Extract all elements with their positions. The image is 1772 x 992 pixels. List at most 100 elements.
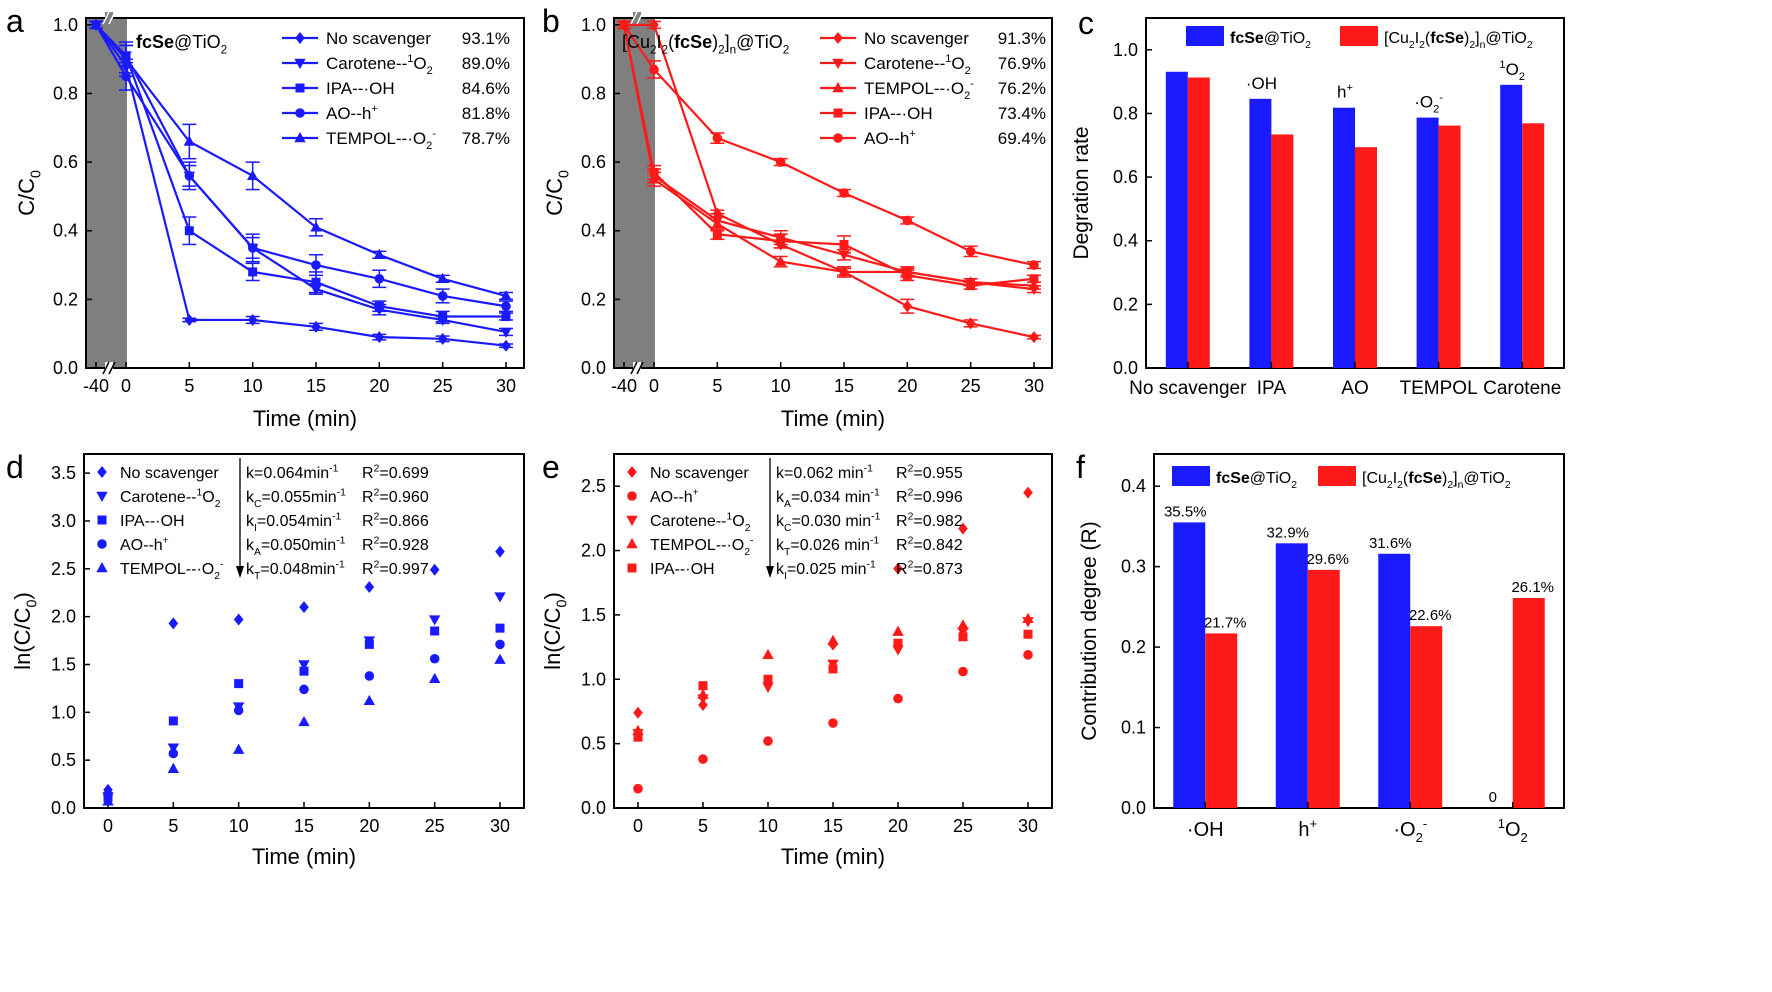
text-span: n <box>730 43 737 56</box>
text-span: 0 <box>557 170 573 178</box>
text-span: @TiO <box>1485 30 1526 47</box>
text-span: 2 <box>1521 830 1528 845</box>
y-tick-label: 0.0 <box>1113 358 1138 378</box>
fit-r2-label: R2=0.960 <box>362 488 429 506</box>
diamond-marker <box>97 466 107 478</box>
legend-label: AO--h+ <box>864 128 916 148</box>
legend-percent: 81.8% <box>462 104 510 123</box>
legend-label: No scavenger <box>120 465 219 482</box>
text-span: 2 <box>374 560 380 571</box>
up-triangle-marker <box>494 653 506 664</box>
square-marker <box>763 674 773 684</box>
diamond-marker <box>495 545 505 558</box>
square-marker <box>295 83 305 93</box>
y-axis-title: Degration rate <box>1070 126 1093 259</box>
y-tick-label: 2.5 <box>581 476 606 496</box>
up-triangle-marker <box>626 538 638 549</box>
text-span: ·O <box>1414 93 1433 112</box>
square-marker <box>958 632 968 642</box>
legend-percent: 76.9% <box>998 54 1046 73</box>
down-triangle-marker <box>294 58 306 69</box>
bar-value-label: 29.6% <box>1306 551 1349 568</box>
text-span: 1 <box>945 53 951 65</box>
x-tick-label: 25 <box>433 376 453 396</box>
square-marker <box>966 281 976 291</box>
square-marker <box>839 239 849 249</box>
legend-label: TEMPOL--·O2- <box>650 536 753 558</box>
bar <box>1333 107 1355 369</box>
text-span: k <box>776 537 785 554</box>
text-span: @TiO <box>736 32 783 52</box>
x-tick-label: 30 <box>490 816 510 836</box>
text-span: 2 <box>718 43 725 56</box>
text-span: =0.955 <box>913 465 962 482</box>
legend-label: IPA--·OH <box>650 561 715 578</box>
arrow-head <box>236 566 244 578</box>
square-marker <box>633 732 643 742</box>
text-span: + <box>909 128 915 140</box>
text-span: 2 <box>1305 40 1311 51</box>
text-span: TEMPOL--·O <box>650 537 744 554</box>
text-span: A <box>254 547 261 558</box>
legend-percent: 91.3% <box>998 29 1046 48</box>
text-span: TEMPOL--·O <box>120 561 214 578</box>
text-span: + <box>693 488 699 499</box>
fit-rate-label: kC=0.055min-1 <box>246 488 346 510</box>
bar <box>1249 98 1272 369</box>
text-span: -1 <box>336 536 345 547</box>
square-marker <box>438 312 448 322</box>
text-span: 2 <box>1419 40 1425 51</box>
y-tick-label: 0.5 <box>51 750 76 770</box>
diamond-marker <box>299 601 309 614</box>
text-span: =0.960 <box>379 489 428 506</box>
y-tick-label: 0.2 <box>581 289 606 309</box>
square-marker <box>495 623 505 633</box>
text-span: 1 <box>1499 59 1505 71</box>
y-axis-title: C/C0 <box>542 170 573 216</box>
fit-rate-label: kA=0.034 min-1 <box>776 488 880 510</box>
y-tick-label: 1.0 <box>581 669 606 689</box>
up-triangle-marker <box>832 82 844 93</box>
text-span: + <box>1310 816 1318 831</box>
x-tick-label: 0 <box>649 376 659 396</box>
up-triangle-marker <box>120 53 132 64</box>
panel-d: 0 5 10 15 20 25 300.00.51.01.52.02.53.03.5Time… <box>10 453 525 869</box>
category-label: 1O2 <box>1498 816 1528 845</box>
bar <box>1438 125 1461 368</box>
legend-label: No scavenger <box>326 29 431 48</box>
text-span: 2 <box>1409 40 1415 51</box>
text-span: + <box>163 536 169 547</box>
circle-marker <box>839 188 849 198</box>
fit-r2-label: R2=0.866 <box>362 512 429 530</box>
square-marker <box>902 270 912 280</box>
text-span: R <box>896 513 908 530</box>
x-axis-title: Time (min) <box>781 844 885 869</box>
circle-marker <box>633 783 643 794</box>
text-span: 1 <box>407 53 413 65</box>
diamond-marker <box>311 320 321 333</box>
y-tick-label: 3.0 <box>51 511 76 531</box>
circle-marker <box>495 639 505 650</box>
diamond-marker <box>364 580 375 593</box>
bar <box>1378 553 1411 808</box>
bar-annotation: ·OH <box>1246 74 1277 93</box>
y-tick-label: 0.6 <box>581 152 606 172</box>
square-marker <box>364 639 374 649</box>
text-span: IPA--·OH <box>864 104 933 123</box>
legend-percent: 73.4% <box>998 104 1046 123</box>
circle-marker <box>958 666 968 677</box>
y-tick-label: 0.6 <box>1113 167 1138 187</box>
up-triangle-marker <box>1028 279 1040 290</box>
y-tick-label: 0.8 <box>1113 103 1138 123</box>
text-span: 2 <box>1416 830 1423 845</box>
legend-label: IPA--·OH <box>120 513 185 530</box>
text-span: O <box>951 54 964 73</box>
text-span: -1 <box>336 560 345 571</box>
legend-label: fcSe@TiO2 <box>1230 30 1311 51</box>
square-marker <box>828 664 838 674</box>
bar-annotation: 1O2 <box>1499 59 1525 83</box>
text-span: No scavenger <box>864 29 969 48</box>
text-span: R <box>362 561 374 578</box>
y-tick-label: 0.0 <box>581 358 606 378</box>
